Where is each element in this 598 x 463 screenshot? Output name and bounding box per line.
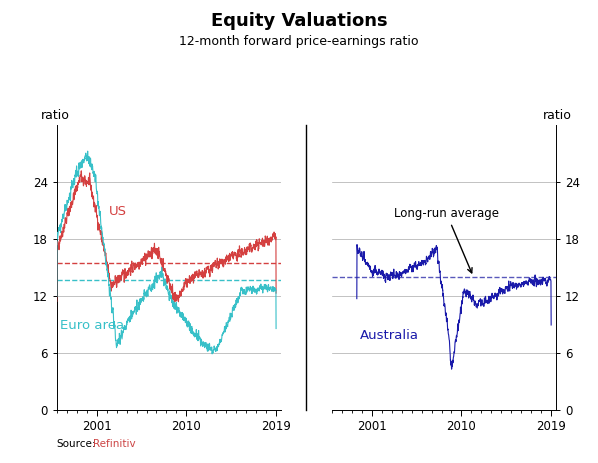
Text: US: US <box>109 205 127 218</box>
Text: Australia: Australia <box>360 329 419 342</box>
Text: Equity Valuations: Equity Valuations <box>210 12 388 30</box>
Text: Refinitiv: Refinitiv <box>93 439 135 449</box>
Text: ratio: ratio <box>41 109 70 122</box>
Text: 12-month forward price-earnings ratio: 12-month forward price-earnings ratio <box>179 35 419 48</box>
Text: ratio: ratio <box>543 109 572 122</box>
Text: Euro area: Euro area <box>60 319 124 332</box>
Text: Long-run average: Long-run average <box>394 207 499 273</box>
Text: Source:: Source: <box>57 439 96 449</box>
